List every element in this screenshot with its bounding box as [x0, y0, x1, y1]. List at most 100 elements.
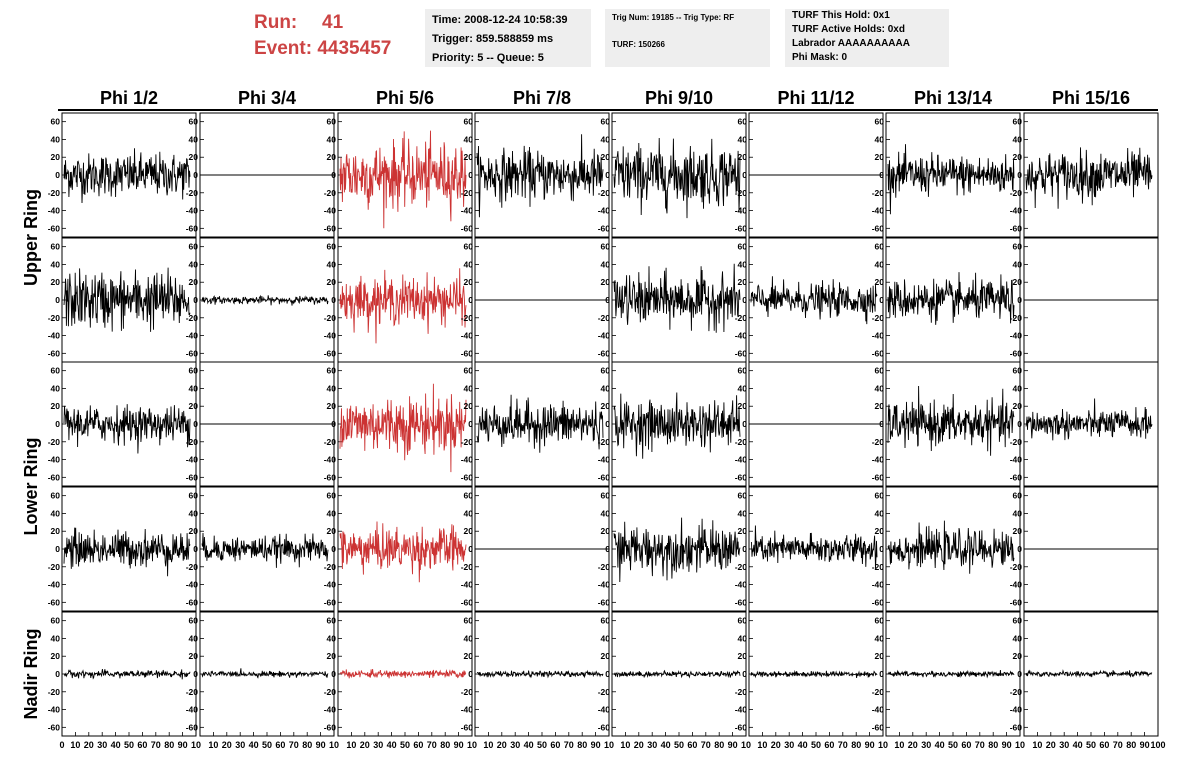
y-tick-label: 40 [327, 259, 337, 269]
y-tick-label: -40 [598, 331, 611, 341]
y-tick-label: 0 [468, 419, 473, 429]
x-tick-label: 90 [728, 740, 738, 750]
y-tick-label: 40 [51, 134, 61, 144]
y-tick-label: 40 [1013, 259, 1023, 269]
x-tick-label: 10 [604, 740, 614, 750]
y-tick-label: 0 [55, 170, 60, 180]
y-tick-label: 0 [879, 544, 884, 554]
waveform-trace [613, 392, 741, 459]
y-tick-label: -60 [48, 597, 61, 607]
y-tick-label: 60 [601, 242, 611, 252]
x-tick-label: 50 [811, 740, 821, 750]
y-tick-label: -60 [598, 472, 611, 482]
y-tick-label: 0 [331, 669, 336, 679]
x-tick-label: 100 [1150, 740, 1165, 750]
y-tick-label: 0 [879, 170, 884, 180]
y-tick-label: 20 [464, 152, 474, 162]
run-event-header: Run: 41 Event: 4435457 [254, 10, 391, 62]
x-tick-label: 40 [249, 740, 259, 750]
x-tick-label: 10 [741, 740, 751, 750]
y-tick-label: 0 [605, 295, 610, 305]
y-tick-label: 40 [327, 633, 337, 643]
y-tick-label: 60 [738, 616, 748, 626]
y-tick-label: -20 [1010, 313, 1023, 323]
y-tick-label: -20 [598, 437, 611, 447]
y-tick-label: -40 [872, 705, 885, 715]
y-tick-label: 20 [51, 152, 61, 162]
waveform-trace [750, 525, 878, 569]
y-tick-label: -40 [598, 455, 611, 465]
turf-info-box: TURF This Hold: 0x1 TURF Active Holds: 0… [785, 9, 949, 67]
x-tick-label: 40 [524, 740, 534, 750]
trigger-info-box: Trig Num: 19185 -- Trig Type: RF TURF: 1… [605, 9, 770, 67]
y-tick-label: -20 [735, 437, 748, 447]
x-tick-label: 70 [701, 740, 711, 750]
y-tick-label: 40 [601, 633, 611, 643]
y-tick-label: -40 [48, 705, 61, 715]
y-tick-label: 40 [738, 508, 748, 518]
y-tick-label: -20 [324, 313, 337, 323]
y-tick-label: -40 [186, 331, 199, 341]
y-tick-label: 20 [1013, 152, 1023, 162]
y-tick-label: -20 [461, 687, 474, 697]
y-tick-label: -20 [872, 562, 885, 572]
y-tick-label: 20 [601, 152, 611, 162]
y-tick-label: -40 [461, 331, 474, 341]
x-tick-label: 60 [961, 740, 971, 750]
x-tick-label: 40 [935, 740, 945, 750]
y-tick-label: -40 [1010, 705, 1023, 715]
waveform-trace [613, 517, 741, 583]
x-tick-label: 80 [164, 740, 174, 750]
y-tick-label: -60 [186, 348, 199, 358]
y-tick-label: 40 [51, 633, 61, 643]
y-tick-label: 20 [189, 152, 199, 162]
waveform-trace [613, 263, 741, 333]
x-tick-label: 60 [550, 740, 560, 750]
y-tick-label: -20 [324, 687, 337, 697]
y-tick-label: 0 [1017, 419, 1022, 429]
y-tick-label: 0 [331, 419, 336, 429]
x-tick-label: 10 [191, 740, 201, 750]
y-tick-label: 0 [55, 544, 60, 554]
y-tick-label: -40 [872, 455, 885, 465]
x-tick-label: 0 [59, 740, 64, 750]
column-heading: Phi 11/12 [777, 88, 854, 108]
y-tick-label: -20 [1010, 188, 1023, 198]
y-tick-label: -20 [186, 562, 199, 572]
y-tick-label: -20 [461, 313, 474, 323]
y-tick-label: 40 [189, 259, 199, 269]
y-tick-label: -20 [461, 188, 474, 198]
y-tick-label: 0 [742, 669, 747, 679]
y-tick-label: -60 [461, 722, 474, 732]
x-tick-label: 80 [302, 740, 312, 750]
x-tick-label: 80 [440, 740, 450, 750]
y-tick-label: 20 [327, 152, 337, 162]
column-heading: Phi 5/6 [376, 88, 434, 108]
row-label: Upper Ring [21, 189, 41, 286]
phi-mask-text: Phi Mask: 0 [792, 52, 848, 63]
y-tick-label: 20 [601, 651, 611, 661]
waveform-trace [613, 137, 741, 219]
y-tick-label: -60 [48, 722, 61, 732]
y-tick-label: -40 [324, 705, 337, 715]
x-tick-label: 40 [387, 740, 397, 750]
time-info-box: Time: 2008-12-24 10:58:39 Trigger: 859.5… [425, 9, 591, 67]
x-tick-label: 60 [687, 740, 697, 750]
y-tick-label: 0 [468, 544, 473, 554]
y-tick-label: -40 [48, 455, 61, 465]
y-tick-label: 0 [193, 419, 198, 429]
y-tick-label: -20 [872, 188, 885, 198]
y-tick-label: -60 [735, 722, 748, 732]
waveform-trace [1025, 398, 1153, 441]
y-tick-label: 40 [464, 383, 474, 393]
column-heading: Phi 1/2 [100, 88, 158, 108]
y-tick-label: 40 [875, 383, 885, 393]
y-tick-label: 0 [605, 544, 610, 554]
y-tick-label: -40 [1010, 331, 1023, 341]
column-heading: Phi 13/14 [914, 88, 992, 108]
x-tick-label: 30 [647, 740, 657, 750]
row-label: Nadir Ring [21, 628, 41, 719]
y-tick-label: 20 [601, 401, 611, 411]
y-tick-label: 0 [468, 170, 473, 180]
